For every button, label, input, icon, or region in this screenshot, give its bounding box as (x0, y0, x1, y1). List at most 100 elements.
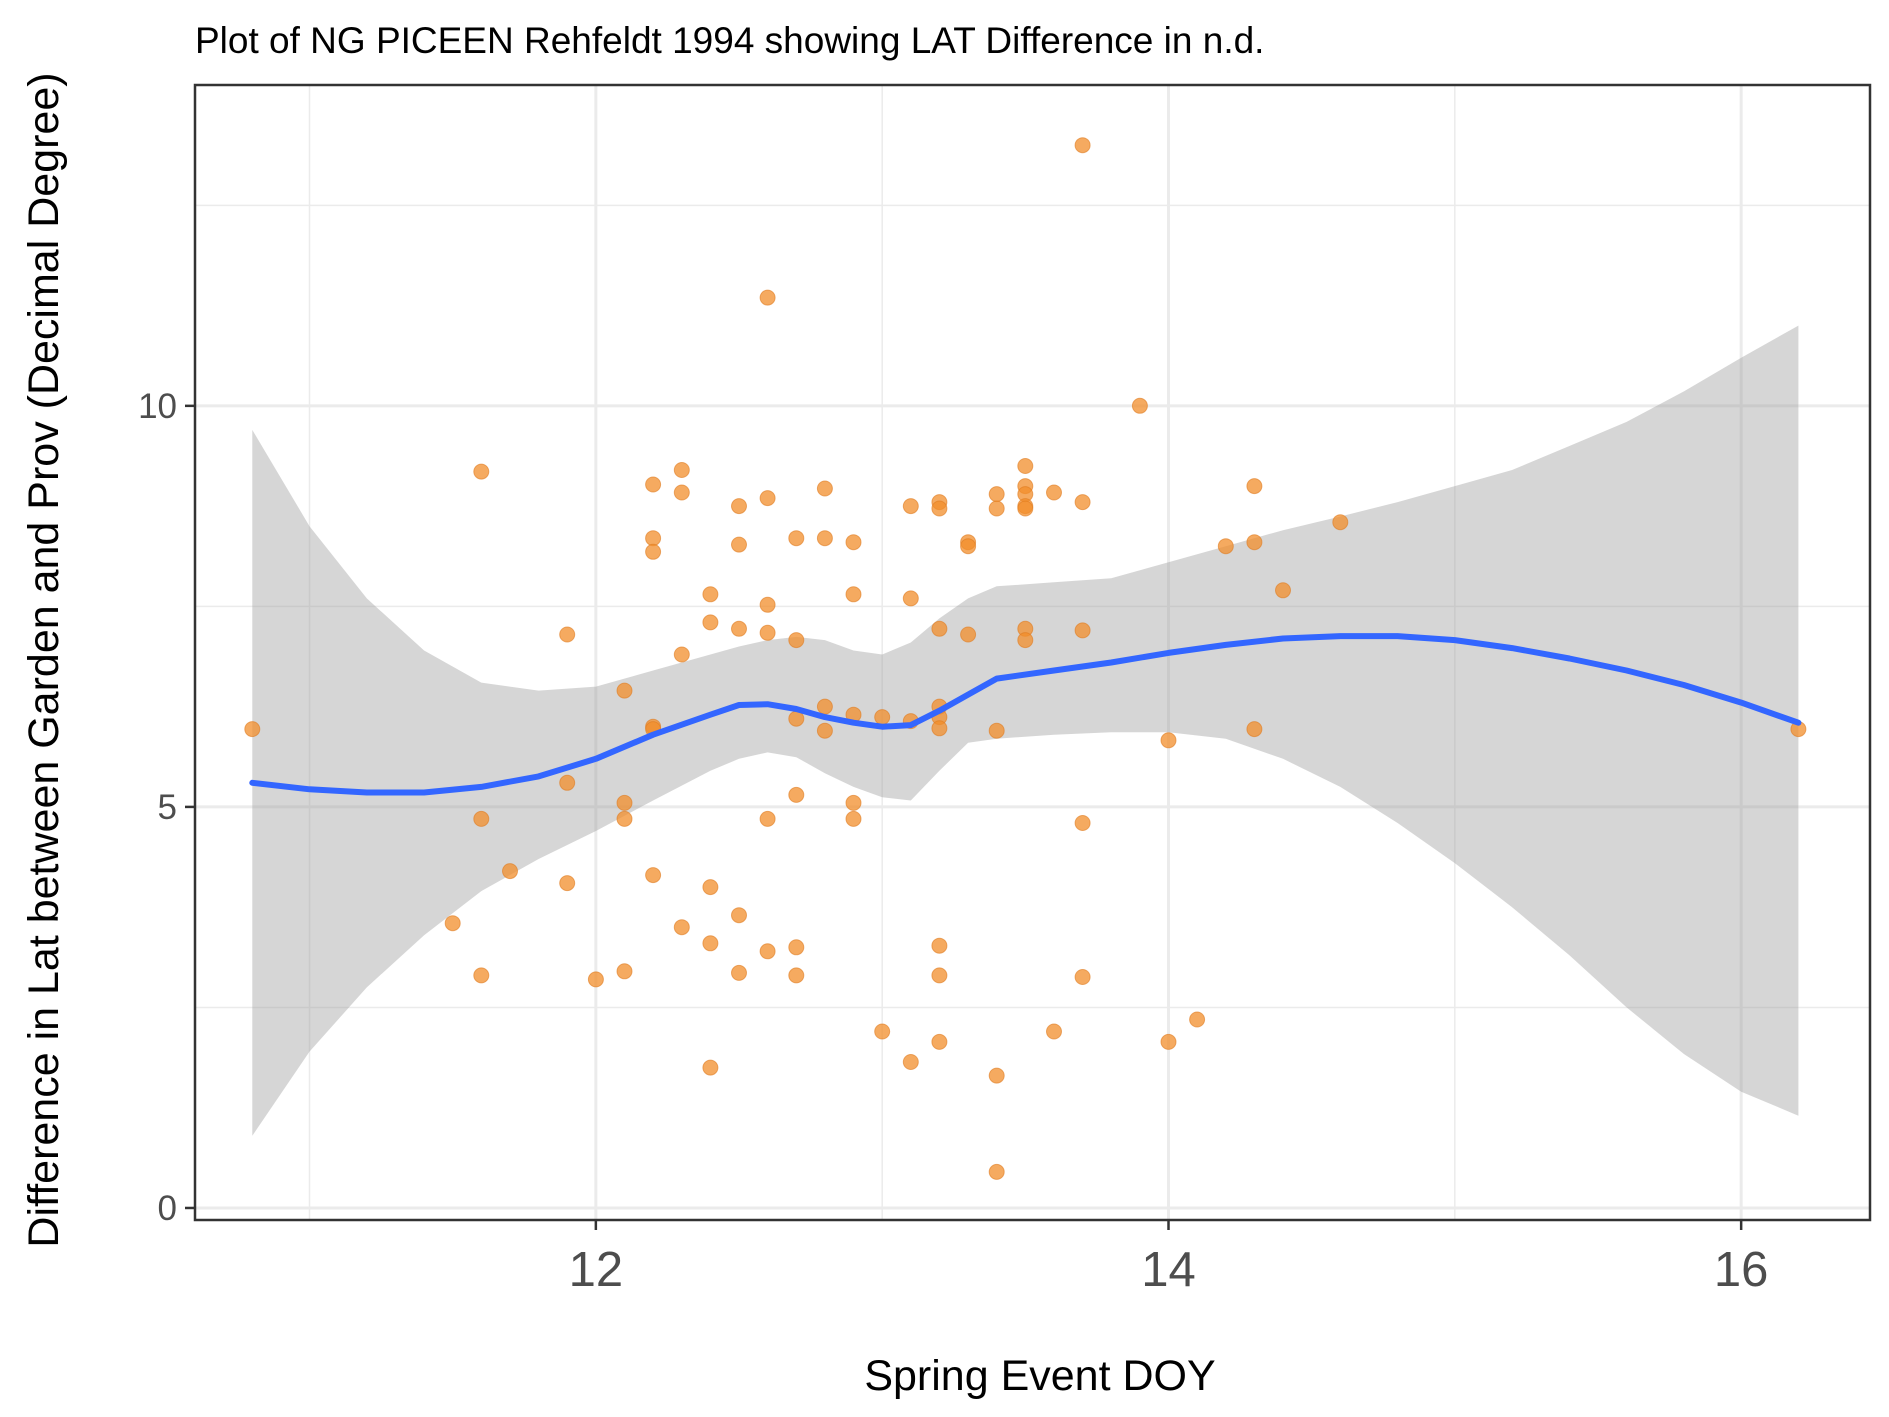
data-point (902, 1054, 919, 1070)
data-point (673, 646, 690, 663)
data-point (559, 626, 576, 643)
data-point (788, 530, 805, 547)
data-point (931, 1033, 948, 1050)
data-point (673, 484, 690, 501)
data-point (931, 937, 948, 954)
data-point (444, 915, 461, 932)
data-point (244, 721, 261, 738)
data-point (731, 536, 747, 553)
data-point (759, 289, 776, 306)
data-point (1017, 500, 1034, 517)
axis-ticks: 12 14 16 0 5 10 (138, 387, 1768, 1297)
grid-lines (195, 85, 1870, 1220)
data-point (960, 538, 977, 555)
y-axis-title: Difference in Lat between Garden and Pro… (20, 72, 68, 1247)
data-point (702, 935, 719, 952)
data-point (931, 500, 948, 517)
data-point (845, 810, 862, 827)
data-point (1246, 534, 1263, 551)
data-point (587, 971, 604, 988)
data-point (731, 907, 747, 924)
data-point (988, 486, 1005, 503)
data-point (759, 596, 776, 613)
data-point (1131, 397, 1148, 414)
data-point (559, 875, 576, 892)
data-point (1160, 1033, 1177, 1050)
data-point (902, 498, 919, 515)
data-point (845, 534, 862, 551)
data-point (1046, 1023, 1062, 1040)
data-point (1160, 732, 1177, 749)
data-point (759, 624, 776, 641)
data-point (673, 919, 690, 936)
data-point (616, 682, 633, 699)
data-point (559, 774, 576, 791)
data-point (702, 879, 719, 896)
data-point (673, 462, 690, 478)
data-point (1046, 484, 1062, 501)
data-point (988, 1163, 1005, 1180)
data-point (845, 794, 862, 811)
data-point (1189, 1011, 1206, 1028)
data-point (616, 810, 633, 827)
data-point (1017, 632, 1034, 649)
data-point (1074, 137, 1091, 154)
data-point (816, 722, 833, 739)
data-point (1332, 514, 1349, 531)
data-point (731, 964, 747, 981)
data-point (731, 498, 747, 515)
data-point (702, 586, 719, 603)
y-tick-label: 5 (158, 788, 177, 827)
data-point (788, 632, 805, 649)
data-point (502, 863, 518, 880)
data-point (702, 1059, 719, 1076)
data-point (816, 530, 833, 547)
data-point (645, 867, 662, 884)
data-point (816, 698, 833, 715)
data-point (473, 967, 490, 984)
x-axis-title: Spring Event DOY (864, 1352, 1215, 1400)
data-point (931, 620, 948, 637)
data-point (845, 586, 862, 603)
data-point (702, 614, 719, 631)
data-point (788, 967, 805, 984)
data-point (988, 722, 1005, 739)
y-tick-label: 0 (158, 1189, 177, 1228)
data-point (759, 810, 776, 827)
data-point (816, 480, 833, 497)
data-point (988, 1067, 1005, 1084)
data-point (788, 939, 805, 956)
data-point (1074, 494, 1091, 511)
data-point (874, 709, 891, 726)
data-point (645, 530, 662, 547)
data-point (645, 543, 662, 560)
x-tick-label: 16 (1714, 1243, 1769, 1297)
data-point (616, 794, 633, 811)
data-point (731, 620, 747, 637)
data-point (1074, 622, 1091, 639)
data-point (1246, 721, 1263, 738)
x-tick-label: 14 (1141, 1243, 1196, 1297)
data-point (1074, 815, 1091, 831)
data-point (874, 1023, 891, 1040)
data-point (1275, 582, 1291, 599)
data-point (788, 786, 805, 803)
data-point (1017, 458, 1034, 474)
data-point (988, 500, 1005, 517)
smooth-trend-line (249, 633, 1802, 796)
data-point (960, 626, 977, 643)
data-points (244, 137, 1807, 1180)
x-tick-label: 12 (569, 1243, 624, 1297)
data-point (1217, 538, 1234, 555)
data-point (473, 463, 490, 480)
data-point (473, 810, 490, 827)
y-tick-label: 10 (138, 387, 177, 426)
chart-title: Plot of NG PICEEN Rehfeldt 1994 showing … (195, 20, 1264, 61)
data-point (645, 476, 662, 493)
confidence-ribbon (252, 325, 1799, 1136)
data-point (902, 590, 919, 607)
panel-border (193, 83, 1872, 1222)
data-point (616, 963, 633, 980)
data-point (1246, 478, 1263, 495)
